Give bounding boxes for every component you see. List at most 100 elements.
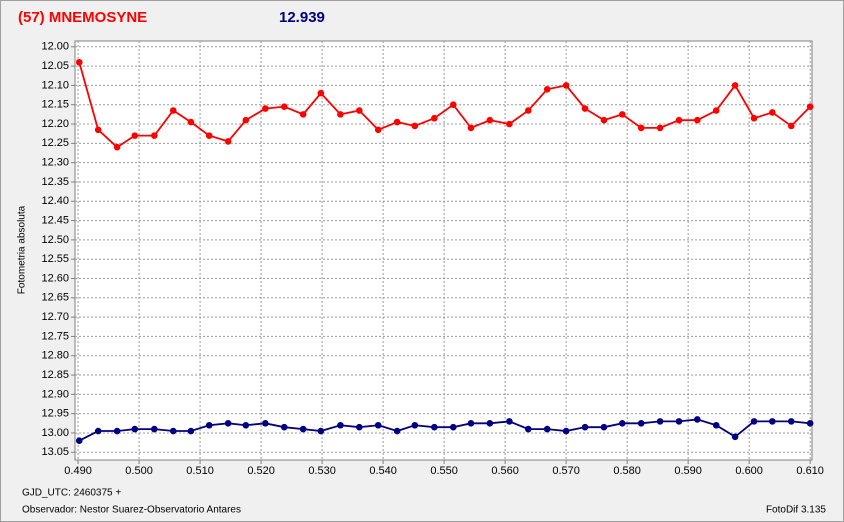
data-point bbox=[205, 132, 213, 139]
data-point bbox=[280, 103, 288, 110]
data-point bbox=[280, 423, 288, 431]
y-tick-label: 13.00 bbox=[41, 427, 69, 439]
x-tick-label: 0.530 bbox=[308, 465, 336, 477]
data-point bbox=[806, 420, 814, 427]
data-point bbox=[262, 420, 269, 427]
data-point bbox=[506, 418, 513, 425]
data-point bbox=[356, 423, 363, 431]
data-point bbox=[637, 124, 645, 132]
data-point bbox=[113, 143, 121, 151]
data-point bbox=[75, 58, 83, 66]
data-point bbox=[131, 425, 139, 433]
data-point bbox=[431, 423, 438, 431]
y-tick-label: 12.05 bbox=[41, 60, 69, 72]
x-tick-label: 0.540 bbox=[369, 465, 397, 477]
data-point bbox=[411, 122, 419, 130]
x-tick-label: 0.510 bbox=[186, 465, 214, 477]
data-point bbox=[317, 89, 325, 97]
data-point bbox=[187, 118, 195, 126]
y-axis-label: Fotometria absoluta bbox=[17, 205, 28, 294]
data-point bbox=[356, 107, 363, 114]
x-tick-label: 0.570 bbox=[552, 465, 580, 477]
data-point bbox=[374, 126, 382, 134]
data-point bbox=[600, 116, 608, 124]
data-point bbox=[242, 116, 250, 124]
y-tick-label: 12.10 bbox=[41, 79, 69, 91]
x-axis-label: GJD_UTC: 2460375 + bbox=[22, 488, 121, 499]
data-point bbox=[506, 120, 513, 128]
data-point bbox=[731, 433, 739, 441]
data-point bbox=[411, 421, 419, 429]
y-tick-label: 12.20 bbox=[41, 118, 69, 130]
y-tick-label: 12.75 bbox=[41, 330, 69, 342]
data-point bbox=[637, 420, 645, 427]
y-tick-label: 12.25 bbox=[41, 137, 69, 149]
data-point bbox=[562, 82, 570, 89]
y-tick-label: 13.05 bbox=[41, 446, 69, 458]
data-point bbox=[151, 132, 158, 139]
data-point bbox=[787, 418, 795, 425]
data-point bbox=[151, 425, 158, 433]
data-point bbox=[467, 420, 475, 427]
data-point bbox=[618, 420, 626, 427]
data-point bbox=[224, 138, 232, 145]
y-tick-label: 12.95 bbox=[41, 408, 69, 420]
data-point bbox=[94, 126, 102, 134]
plot-area bbox=[74, 40, 813, 461]
data-point bbox=[393, 118, 401, 126]
data-point bbox=[581, 105, 589, 112]
data-point bbox=[449, 101, 457, 109]
x-tick-label: 0.590 bbox=[674, 465, 702, 477]
data-point bbox=[525, 107, 532, 114]
data-point bbox=[393, 427, 401, 435]
data-point bbox=[694, 416, 701, 423]
data-point bbox=[317, 427, 325, 435]
data-point bbox=[131, 132, 139, 139]
y-tick-label: 12.45 bbox=[41, 214, 69, 226]
y-tick-label: 12.15 bbox=[41, 99, 69, 111]
data-point bbox=[543, 425, 551, 433]
y-tick-label: 12.00 bbox=[41, 41, 69, 53]
data-point bbox=[94, 427, 102, 435]
data-point bbox=[675, 418, 683, 425]
x-tick-label: 0.560 bbox=[491, 465, 519, 477]
series-line bbox=[78, 418, 811, 442]
chart-title: (57) MNEMOSYNE bbox=[18, 9, 147, 26]
data-point bbox=[169, 107, 177, 114]
x-tick-label: 0.610 bbox=[796, 465, 824, 477]
data-point bbox=[525, 425, 532, 433]
data-point bbox=[769, 109, 776, 116]
y-tick-label: 12.60 bbox=[41, 272, 69, 284]
observer-label: Observador: Nestor Suarez-Observatorio A… bbox=[22, 505, 241, 516]
y-tick-label: 12.35 bbox=[41, 176, 69, 188]
data-point bbox=[262, 105, 269, 112]
data-point bbox=[562, 427, 570, 435]
x-tick-label: 0.500 bbox=[125, 465, 153, 477]
data-point bbox=[806, 103, 814, 110]
data-point bbox=[299, 111, 307, 118]
data-point bbox=[169, 427, 177, 435]
data-point bbox=[787, 122, 795, 130]
data-point bbox=[467, 124, 475, 132]
x-tick-label: 0.490 bbox=[64, 465, 92, 477]
y-tick-label: 12.65 bbox=[41, 292, 69, 304]
y-tick-label: 12.85 bbox=[41, 369, 69, 381]
data-point bbox=[712, 421, 720, 429]
data-point bbox=[75, 437, 83, 444]
software-label: FotoDif 3.135 bbox=[766, 505, 826, 516]
data-point bbox=[769, 418, 776, 425]
data-point bbox=[694, 116, 701, 124]
data-point bbox=[374, 421, 382, 429]
x-tick-label: 0.520 bbox=[247, 465, 275, 477]
data-point bbox=[618, 111, 626, 118]
data-point bbox=[113, 427, 121, 435]
data-point bbox=[750, 114, 758, 122]
data-point bbox=[581, 423, 589, 431]
series-line bbox=[78, 61, 811, 149]
data-point bbox=[750, 418, 758, 425]
data-point bbox=[205, 421, 213, 429]
y-tick-label: 12.40 bbox=[41, 195, 69, 207]
data-point bbox=[242, 421, 250, 429]
data-point bbox=[337, 421, 344, 429]
